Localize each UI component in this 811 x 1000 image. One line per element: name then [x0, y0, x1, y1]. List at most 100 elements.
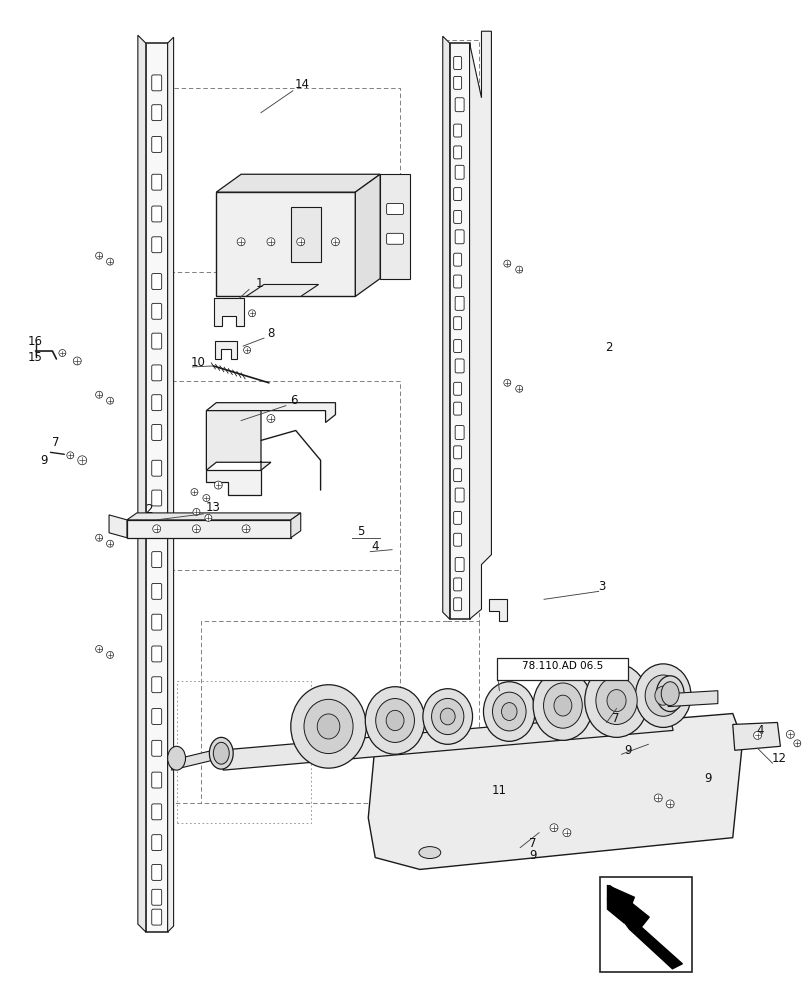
FancyBboxPatch shape: [453, 253, 461, 266]
Circle shape: [96, 391, 102, 398]
Circle shape: [214, 481, 222, 489]
Polygon shape: [290, 513, 300, 538]
Polygon shape: [215, 341, 237, 359]
Circle shape: [331, 238, 339, 246]
Polygon shape: [138, 35, 146, 932]
Circle shape: [96, 645, 102, 652]
FancyBboxPatch shape: [453, 469, 461, 482]
Circle shape: [203, 495, 209, 501]
Ellipse shape: [423, 689, 472, 744]
Polygon shape: [380, 174, 410, 279]
FancyBboxPatch shape: [152, 804, 161, 820]
FancyBboxPatch shape: [152, 614, 161, 630]
Circle shape: [753, 731, 761, 739]
FancyBboxPatch shape: [455, 359, 464, 373]
Polygon shape: [290, 207, 320, 262]
Text: 7: 7: [611, 712, 619, 725]
Polygon shape: [607, 885, 681, 969]
Polygon shape: [214, 298, 244, 326]
Text: 7: 7: [52, 436, 59, 449]
Text: 1: 1: [255, 277, 263, 290]
FancyBboxPatch shape: [497, 658, 628, 680]
Circle shape: [503, 260, 510, 267]
FancyBboxPatch shape: [152, 206, 161, 222]
FancyBboxPatch shape: [152, 303, 161, 319]
Circle shape: [204, 514, 212, 521]
Circle shape: [785, 730, 793, 738]
Ellipse shape: [533, 671, 592, 740]
FancyBboxPatch shape: [152, 521, 161, 537]
Ellipse shape: [645, 675, 680, 716]
Polygon shape: [607, 885, 633, 923]
FancyBboxPatch shape: [152, 646, 161, 662]
Ellipse shape: [303, 699, 353, 754]
FancyBboxPatch shape: [453, 146, 461, 159]
FancyBboxPatch shape: [152, 583, 161, 599]
Circle shape: [549, 824, 557, 832]
Ellipse shape: [209, 737, 233, 769]
Bar: [599, 877, 692, 972]
Circle shape: [191, 489, 198, 496]
FancyBboxPatch shape: [453, 578, 461, 591]
Circle shape: [152, 525, 161, 533]
Circle shape: [67, 452, 74, 459]
Circle shape: [73, 357, 81, 365]
Ellipse shape: [440, 708, 455, 725]
Text: 14: 14: [294, 78, 309, 91]
Text: 11: 11: [491, 784, 506, 797]
Polygon shape: [167, 37, 174, 932]
Circle shape: [106, 651, 114, 658]
Text: 4: 4: [756, 724, 763, 737]
FancyBboxPatch shape: [455, 296, 464, 310]
Polygon shape: [171, 748, 221, 770]
Bar: [146, 43, 167, 932]
Circle shape: [248, 310, 255, 317]
Circle shape: [665, 800, 673, 808]
FancyBboxPatch shape: [453, 317, 461, 330]
Text: 12: 12: [771, 752, 786, 765]
FancyBboxPatch shape: [152, 889, 161, 905]
Text: 5: 5: [356, 525, 363, 538]
Ellipse shape: [501, 703, 517, 720]
Polygon shape: [206, 411, 271, 470]
Ellipse shape: [483, 682, 534, 741]
Circle shape: [793, 740, 800, 747]
FancyBboxPatch shape: [152, 864, 161, 880]
Ellipse shape: [595, 677, 637, 725]
Polygon shape: [127, 513, 300, 520]
Ellipse shape: [431, 698, 463, 735]
FancyBboxPatch shape: [152, 772, 161, 788]
Ellipse shape: [655, 676, 683, 712]
Circle shape: [243, 347, 251, 354]
FancyBboxPatch shape: [453, 76, 461, 89]
Text: 2: 2: [145, 503, 152, 516]
FancyBboxPatch shape: [453, 188, 461, 201]
Text: 3: 3: [597, 580, 604, 593]
Text: 78.110.AD 06.5: 78.110.AD 06.5: [521, 661, 603, 671]
FancyBboxPatch shape: [455, 426, 464, 439]
FancyBboxPatch shape: [152, 365, 161, 381]
Polygon shape: [109, 515, 127, 538]
FancyBboxPatch shape: [453, 57, 461, 69]
FancyBboxPatch shape: [453, 446, 461, 459]
FancyBboxPatch shape: [453, 210, 461, 223]
Text: 10: 10: [191, 356, 206, 369]
Text: 9: 9: [41, 454, 48, 467]
FancyBboxPatch shape: [455, 165, 464, 179]
Bar: [449, 43, 469, 619]
Polygon shape: [206, 470, 260, 495]
Ellipse shape: [317, 714, 340, 739]
Ellipse shape: [553, 695, 571, 716]
FancyBboxPatch shape: [152, 237, 161, 253]
Circle shape: [237, 238, 245, 246]
Polygon shape: [246, 284, 318, 296]
FancyBboxPatch shape: [152, 274, 161, 289]
FancyBboxPatch shape: [152, 425, 161, 440]
Circle shape: [59, 350, 66, 356]
FancyBboxPatch shape: [453, 402, 461, 415]
Ellipse shape: [375, 699, 414, 742]
Polygon shape: [442, 36, 449, 619]
Polygon shape: [732, 722, 779, 750]
Polygon shape: [368, 714, 742, 869]
FancyBboxPatch shape: [152, 137, 161, 152]
